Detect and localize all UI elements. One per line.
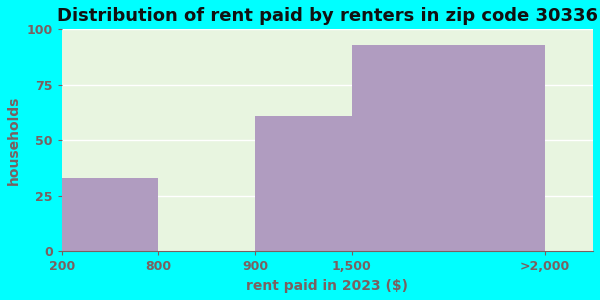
Bar: [352, 45, 545, 251]
Title: Distribution of rent paid by renters in zip code 30336: Distribution of rent paid by renters in …: [57, 7, 598, 25]
Bar: [255, 116, 352, 251]
Y-axis label: households: households: [7, 96, 21, 185]
X-axis label: rent paid in 2023 ($): rent paid in 2023 ($): [247, 279, 409, 293]
Bar: [62, 178, 158, 251]
